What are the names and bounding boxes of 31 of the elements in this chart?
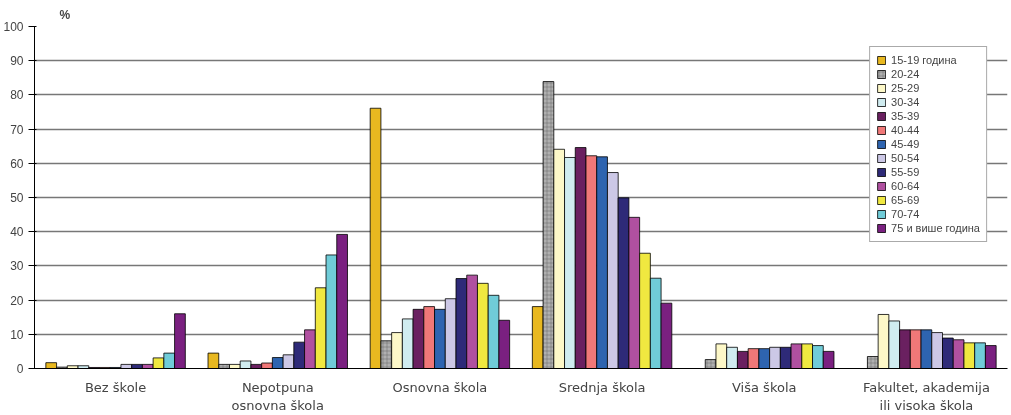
y-tick-label: 30 xyxy=(10,259,24,274)
legend-label: 40-44 xyxy=(891,123,920,137)
y-tick-label: 60 xyxy=(10,156,24,171)
y-tick-label: 10 xyxy=(10,327,24,342)
legend-label: 70-74 xyxy=(891,207,920,221)
legend-label: 55-59 xyxy=(891,165,920,179)
legend-label: 20-24 xyxy=(891,67,920,81)
y-tick-label: 0 xyxy=(16,362,24,376)
legend-label: 35-39 xyxy=(891,109,920,123)
y-tick-label: 90 xyxy=(10,54,24,69)
y-tick-label: 80 xyxy=(10,88,24,103)
y-tick-label: 70 xyxy=(10,122,24,137)
legend-label: 75 и више година xyxy=(891,221,980,235)
y-tick-label: 50 xyxy=(10,191,24,205)
legend-label: 65-69 xyxy=(891,193,920,207)
legend-label: 15-19 година xyxy=(891,53,957,67)
x-tick-label: Osnovna škola xyxy=(392,379,488,395)
legend-label: 45-49 xyxy=(891,137,920,151)
legend-label: 60-64 xyxy=(891,179,920,193)
x-tick-label: Bez škole xyxy=(84,379,147,395)
y-tick-label: 100 xyxy=(3,20,24,34)
y-axis-title: % xyxy=(59,7,71,22)
y-tick-label: 20 xyxy=(10,293,24,308)
y-tick-label: 40 xyxy=(10,225,24,240)
legend-label: 50-54 xyxy=(891,151,920,165)
x-tick-label: Fakultet, akademija ili visoka škola xyxy=(862,379,990,413)
legend-label: 30-34 xyxy=(891,95,920,109)
x-tick-label: Srednja škola xyxy=(558,379,646,395)
x-tick-label: Nepotpuna osnovna škola xyxy=(231,379,324,413)
legend-label: 25-29 xyxy=(891,81,920,95)
x-tick-label: Viša škola xyxy=(732,379,797,395)
